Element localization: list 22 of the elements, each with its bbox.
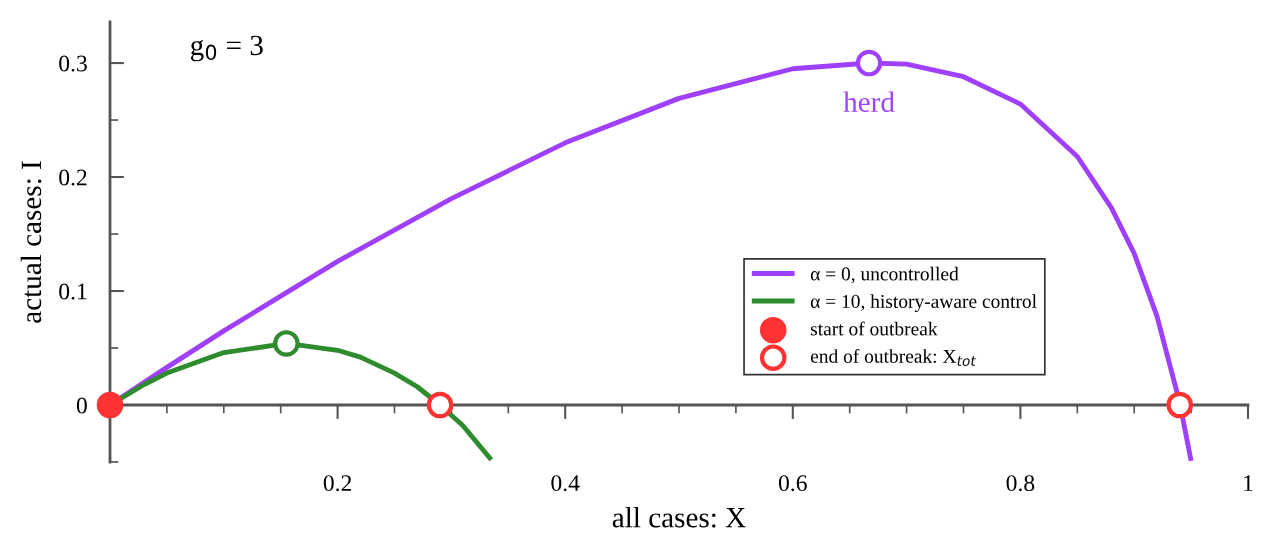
legend-label: start of outbreak	[810, 321, 938, 336]
point	[426, 391, 454, 419]
x-tick-label: 0.6	[778, 475, 807, 492]
y-tick-label: 0	[76, 397, 87, 414]
y-tick-label: 0.1	[59, 283, 87, 300]
point	[273, 330, 300, 357]
y-tick-label: 0.2	[59, 169, 87, 186]
x-tick-label: 0.4	[551, 475, 580, 492]
x-tick-label: 0.8	[1006, 475, 1035, 492]
point	[96, 391, 124, 419]
annotation: herd	[843, 91, 895, 112]
y-axis-title: actual cases: I	[20, 161, 42, 323]
y-tick-label: 0.3	[59, 55, 87, 72]
x-tick-label: 0.2	[323, 475, 352, 492]
x-axis-title: all cases: X	[612, 506, 746, 528]
legend-label: α = 0, uncontrolled	[810, 266, 959, 284]
legend-label: α = 10, history-aware control	[810, 294, 1037, 312]
legend-label: end of outbreak: X$_{tot}$	[810, 348, 977, 367]
point	[855, 49, 883, 77]
annotation: g$_{0}$ = 3	[190, 35, 263, 62]
x-tick-label: 1	[1244, 475, 1253, 491]
point	[1166, 391, 1194, 419]
